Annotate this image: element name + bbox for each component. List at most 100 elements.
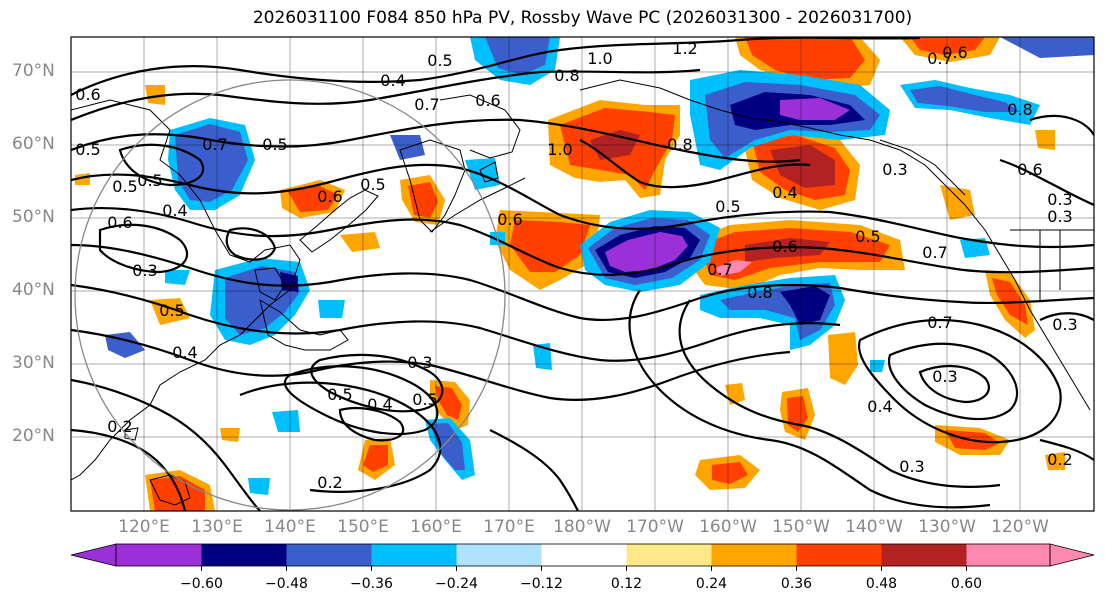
contour-label: 0.6 — [475, 91, 500, 110]
contour-label: 0.8 — [667, 135, 692, 154]
contour-label: 0.7 — [922, 243, 947, 262]
colorbar-tick-label: −0.12 — [520, 576, 563, 592]
colorbar-segment — [116, 544, 202, 566]
map-title: 2026031100 F084 850 hPa PV, Rossby Wave … — [252, 8, 913, 28]
lon-label: 150°E — [337, 517, 389, 537]
colorbar-tick-label: 0.36 — [780, 576, 813, 592]
contour-label: 0.8 — [554, 66, 579, 85]
lon-label: 140°W — [845, 517, 903, 537]
colorbar-tick-label: −0.24 — [435, 576, 478, 592]
lat-label: 20°N — [12, 426, 55, 446]
contour-label: 0.3 — [132, 261, 157, 280]
lon-label: 130°E — [191, 517, 243, 537]
contour-label: 0.7 — [414, 95, 439, 114]
contour-label: 0.3 — [899, 457, 924, 476]
lon-label: 120°E — [118, 517, 170, 537]
contour-label: 0.8 — [747, 283, 772, 302]
contour-label: 1.0 — [587, 49, 612, 68]
contour-label: 0.5 — [427, 51, 452, 70]
contour-label: 0.5 — [412, 390, 437, 409]
contour-label: 0.5 — [360, 175, 385, 194]
lat-label: 60°N — [12, 134, 55, 154]
contour-label: 0.4 — [162, 201, 187, 220]
contour-label: 0.2 — [1047, 450, 1072, 469]
colorbar-tick-label: 0.12 — [610, 576, 643, 592]
contour-label: 0.5 — [75, 140, 100, 159]
colorbar-arrow-low — [70, 543, 117, 567]
contour-label: 0.6 — [772, 237, 797, 256]
contour-label: 0.5 — [327, 385, 352, 404]
lat-label: 70°N — [12, 61, 55, 81]
contour-label: 0.6 — [107, 213, 132, 232]
contour-label: 0.3 — [407, 353, 432, 372]
colorbar-segment — [456, 544, 542, 566]
lon-label: 170°E — [483, 517, 535, 537]
colorbar-frame — [115, 543, 1051, 567]
colorbar-tick-label: 0.48 — [865, 576, 898, 592]
colorbar-arrow-high — [1049, 543, 1095, 567]
contour-label: 0.5 — [715, 197, 740, 216]
contour-label: 0.7 — [927, 49, 952, 68]
lon-label: 130°W — [918, 517, 976, 537]
lon-label: 170°W — [626, 517, 684, 537]
contour-label: 1.2 — [672, 39, 697, 58]
colorbar-tick-label: −0.36 — [350, 576, 393, 592]
colorbar-segment — [796, 544, 882, 566]
contour-label: 0.5 — [137, 171, 162, 190]
colorbar-segment — [626, 544, 712, 566]
shaded-anomalies — [75, 37, 1094, 511]
lat-label: 50°N — [12, 207, 55, 227]
colorbar — [70, 543, 1095, 571]
contour-label: 0.8 — [1007, 100, 1032, 119]
coastlines — [71, 79, 1094, 506]
colorbar-segment — [711, 544, 797, 566]
colorbar-segment — [286, 544, 372, 566]
contour-label: 0.7 — [202, 135, 227, 154]
contour-label: 0.4 — [172, 343, 197, 362]
colorbar-segment — [201, 544, 287, 566]
contour-label: 0.6 — [497, 210, 522, 229]
lon-label: 180°W — [553, 517, 611, 537]
contour-label: 0.6 — [75, 85, 100, 104]
contour-labels: 1.2 0.6 0.7 1.0 0.8 0.5 0.4 0.7 0.6 0.6 … — [75, 39, 1077, 492]
contour-label: 0.3 — [1052, 315, 1077, 334]
pv-contours — [71, 37, 1094, 511]
contour-label: 0.3 — [932, 367, 957, 386]
lat-label: 40°N — [12, 280, 55, 300]
contour-label: 0.3 — [1047, 190, 1072, 209]
contour-label: 0.7 — [927, 313, 952, 332]
colorbar-tick-label: −0.60 — [180, 576, 223, 592]
contour-label: 0.6 — [1017, 160, 1042, 179]
colorbar-tick-label: 0.24 — [695, 576, 728, 592]
contour-label: 0.2 — [317, 473, 342, 492]
colorbar-segment — [966, 544, 1050, 566]
contour-label: 0.4 — [367, 395, 392, 414]
colorbar-tick-label: −0.48 — [265, 576, 308, 592]
colorbar-tick-label: 0.60 — [950, 576, 983, 592]
contour-label: 0.7 — [707, 260, 732, 279]
contour-label: 0.5 — [112, 177, 137, 196]
contour-label: 0.6 — [317, 187, 342, 206]
lon-label: 150°W — [772, 517, 830, 537]
contour-label: 0.4 — [867, 397, 892, 416]
contour-label: 0.5 — [159, 301, 184, 320]
lat-label: 30°N — [12, 353, 55, 373]
contour-label: 0.5 — [262, 135, 287, 154]
lon-label: 160°E — [410, 517, 462, 537]
contour-label: 0.3 — [882, 160, 907, 179]
contour-label: 0.4 — [772, 183, 797, 202]
contour-label: 0.3 — [1047, 207, 1072, 226]
map-frame — [70, 36, 1095, 512]
contour-label: 1.0 — [547, 140, 572, 159]
lon-label: 140°E — [264, 517, 316, 537]
colorbar-segment — [541, 544, 627, 566]
colorbar-segment — [371, 544, 457, 566]
contour-label: 0.6 — [942, 43, 967, 62]
contour-label: 0.4 — [380, 71, 405, 90]
colorbar-segment — [881, 544, 967, 566]
contour-label: 0.5 — [855, 227, 880, 246]
lon-label: 160°W — [699, 517, 757, 537]
radius-circle — [74, 79, 506, 511]
lon-label: 120°W — [991, 517, 1049, 537]
